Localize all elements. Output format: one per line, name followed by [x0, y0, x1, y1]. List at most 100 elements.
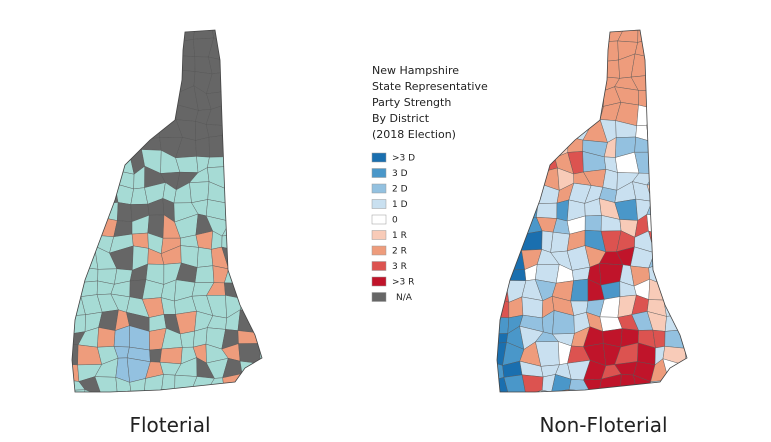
district: [255, 248, 262, 270]
district: [256, 152, 262, 173]
district: [243, 141, 257, 155]
district: [226, 199, 247, 222]
district: [535, 58, 555, 78]
district: [696, 232, 712, 253]
district: [83, 104, 99, 123]
district: [503, 393, 526, 409]
district: [664, 313, 687, 332]
district: [497, 187, 506, 202]
district: [666, 117, 680, 140]
district: [556, 199, 570, 222]
district: [682, 250, 687, 267]
district: [535, 41, 560, 62]
district: [566, 30, 586, 43]
district: [664, 329, 686, 349]
district: [270, 310, 291, 329]
district: [244, 197, 262, 217]
district: [497, 166, 509, 191]
district: [115, 376, 132, 392]
district: [585, 40, 603, 63]
district: [117, 57, 134, 78]
legend-swatch: [371, 276, 387, 287]
district: [695, 56, 717, 75]
district: [238, 56, 258, 78]
district: [647, 73, 669, 92]
district: [684, 279, 687, 301]
district: [72, 198, 86, 219]
district: [245, 71, 262, 94]
district: [173, 55, 196, 72]
district: [159, 389, 183, 392]
legend-swatch: [371, 183, 387, 194]
district: [550, 231, 570, 253]
legend-label: >3 R: [392, 278, 414, 288]
district: [696, 136, 719, 158]
district: [582, 75, 604, 92]
district: [497, 316, 510, 334]
district: [147, 30, 166, 46]
district: [72, 70, 82, 95]
district: [648, 395, 670, 413]
district: [143, 90, 165, 106]
district: [143, 71, 159, 93]
district: [238, 183, 262, 200]
district: [681, 55, 687, 79]
district: [684, 313, 687, 331]
district: [271, 169, 293, 182]
district: [72, 267, 86, 286]
district: [94, 57, 118, 79]
district: [261, 182, 262, 202]
district: [258, 358, 262, 382]
district: [79, 153, 102, 175]
district: [72, 40, 86, 59]
district: [83, 173, 102, 186]
district: [98, 149, 119, 175]
district: [646, 106, 669, 126]
district: [189, 391, 214, 392]
district: [584, 391, 603, 392]
district: [157, 39, 181, 58]
district: [98, 396, 117, 414]
district: [703, 316, 714, 330]
district: [254, 117, 262, 143]
district: [114, 77, 134, 92]
district: [695, 40, 717, 57]
district: [274, 201, 293, 218]
district: [679, 165, 687, 189]
district: [95, 104, 118, 123]
district: [273, 359, 293, 379]
district: [276, 89, 292, 110]
district: [570, 40, 588, 58]
legend-swatch: [371, 230, 387, 240]
district: [540, 91, 553, 111]
district: [664, 250, 684, 267]
district: [238, 171, 262, 189]
district: [244, 117, 262, 143]
district: [243, 232, 259, 254]
map-caption: Non-Floterial: [539, 413, 667, 437]
district: [178, 38, 196, 57]
district: [145, 39, 167, 60]
district: [143, 122, 160, 140]
district: [157, 30, 179, 43]
district: [663, 198, 687, 221]
district: [94, 376, 118, 392]
district: [703, 330, 711, 349]
legend-label: 3 R: [392, 262, 407, 272]
district: [227, 166, 247, 190]
district: [695, 183, 717, 206]
district: [221, 135, 245, 157]
district: [77, 121, 99, 135]
district: [601, 59, 620, 79]
district: [567, 103, 592, 126]
district: [273, 375, 287, 397]
district: [497, 88, 511, 106]
district: [94, 91, 118, 107]
district: [695, 151, 719, 173]
district: [557, 30, 571, 44]
legend-swatch: [371, 292, 387, 302]
district: [97, 327, 116, 348]
district: [254, 261, 262, 280]
district: [487, 393, 508, 413]
district: [497, 102, 511, 126]
